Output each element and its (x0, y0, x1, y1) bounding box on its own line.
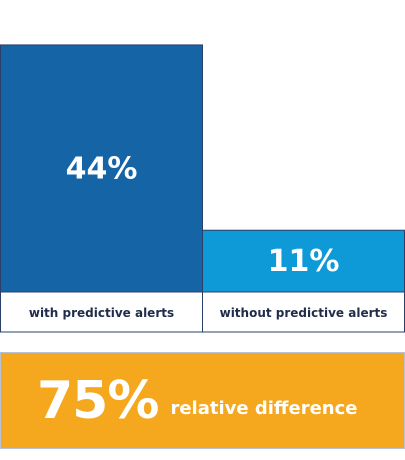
category-cell-2 (202, 291, 405, 333)
bar-chart: 44% 11% with predictive alerts without pre… (0, 44, 405, 333)
bars-group: 44% 11% (0, 44, 405, 293)
relative-difference-label: relative difference (170, 398, 358, 419)
category-cell-1 (0, 291, 203, 333)
relative-difference-value: 75% (37, 370, 159, 431)
relative-difference-banner: 75% relative difference (0, 352, 405, 449)
bar-value-label-1: 44% (66, 151, 138, 186)
bar-1 (0, 44, 203, 293)
category-labels-group: with predictive alerts without predictive… (0, 291, 405, 333)
category-label-2: without predictive alerts (220, 306, 388, 320)
category-label-1: with predictive alerts (29, 306, 174, 320)
bar-2 (202, 229, 405, 293)
bar-value-label-2: 11% (268, 244, 340, 279)
